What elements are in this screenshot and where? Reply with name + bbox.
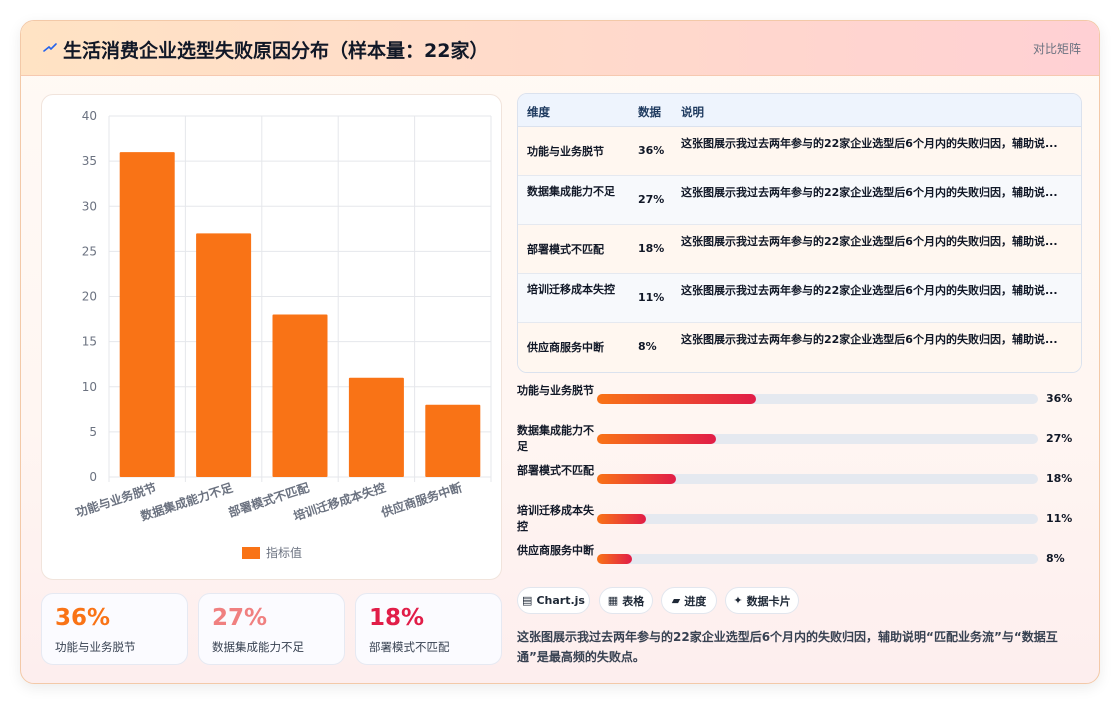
bar [272,314,328,477]
table-row: 数据集成能力不足 27% 这张图展示我过去两年参与的22家企业选型后6个月内的失… [518,176,1081,225]
cell-dimension: 供应商服务中断 [527,341,604,354]
table-header: 维度 数据 说明 [518,94,1081,127]
y-tick-label: 5 [89,425,97,439]
progress-value: 18% [1046,472,1073,485]
bar [425,404,481,477]
progress-track [597,554,1038,564]
table-row: 培训迁移成本失控 11% 这张图展示我过去两年参与的22家企业选型后6个月内的失… [518,274,1081,323]
cell-description: 这张图展示我过去两年参与的22家企业选型后6个月内的失败归因，辅助说... [681,186,1058,199]
progress-label: 供应商服务中断 [517,544,594,557]
chip-label: 进度 [684,594,707,608]
legend-label: 指标值 [266,545,302,560]
sparkle-icon: ✦ [733,594,743,607]
chip-data-card[interactable]: ✦ 数据卡片 [725,587,799,614]
y-tick-label: 20 [82,290,97,304]
progress-label: 数据集成能力不足 [517,424,594,453]
progress-row: 部署模式不匹配 18% [517,463,1082,499]
kpi-value: 18% [369,605,425,631]
progress-value: 27% [1046,432,1073,445]
cell-description: 这张图展示我过去两年参与的22家企业选型后6个月内的失败归因，辅助说... [681,235,1058,248]
sparkle-icon [43,43,57,52]
y-tick-label: 25 [82,244,97,258]
progress-label: 培训迁移成本失控 [517,504,594,533]
table-row: 功能与业务脱节 36% 这张图展示我过去两年参与的22家企业选型后6个月内的失败… [518,127,1081,176]
y-tick-label: 15 [82,335,97,349]
chip-table[interactable]: ▦ 表格 [599,587,653,614]
kpi-value: 27% [212,605,268,631]
progress-value: 36% [1046,392,1073,405]
progress-fill [597,474,677,484]
table-row: 部署模式不匹配 18% 这张图展示我过去两年参与的22家企业选型后6个月内的失败… [518,225,1081,274]
kpi-label: 功能与业务脱节 [55,640,136,654]
progress-value: 8% [1046,552,1065,565]
cell-value: 8% [638,340,657,353]
bar-chart-panel: 0 5 10 15 20 25 30 35 40 功能与业务脱节 数据集成能力不足 部署模式不匹配 培训… [41,94,502,580]
kpi-value: 36% [55,605,111,631]
chart-description: 这张图展示我过去两年参与的22家企业选型后6个月内的失败归因，辅助说明“匹配业务… [517,630,1058,664]
progress-fill [597,554,633,564]
cell-value: 18% [638,242,665,255]
progress-track [597,394,1038,404]
bar [119,152,175,477]
bar-chart: 0510152025303540功能与业务脱节数据集成能力不足部署模式不匹配培训… [74,109,492,560]
cell-description: 这张图展示我过去两年参与的22家企业选型后6个月内的失败归因，辅助说... [681,137,1058,150]
progress-label: 部署模式不匹配 [517,464,594,477]
cell-dimension: 培训迁移成本失控 [527,283,615,296]
cell-value: 36% [638,144,665,157]
cell-description: 这张图展示我过去两年参与的22家企业选型后6个月内的失败归因，辅助说... [681,333,1058,346]
kpi-label: 数据集成能力不足 [212,640,304,654]
page-title: 生活消费企业选型失败原因分布（样本量：22家） [63,40,489,62]
y-tick-label: 30 [82,199,97,213]
card-header: 生活消费企业选型失败原因分布（样本量：22家） 对比矩阵 [21,21,1099,76]
progress-fill [597,434,717,444]
progress-label: 功能与业务脱节 [517,384,594,397]
kpi-label: 部署模式不匹配 [369,640,450,654]
progress-row: 功能与业务脱节 36% [517,383,1082,419]
column-header-dimension: 维度 [527,105,550,119]
x-tick-label: 供应商服务中断 [378,480,463,521]
kpi-card: 27% 数据集成能力不足 [198,593,345,665]
cell-dimension: 部署模式不匹配 [527,243,604,256]
chip-progress[interactable]: ▰ 进度 [661,587,717,614]
y-tick-label: 40 [82,109,97,123]
compare-matrix-link[interactable]: 对比矩阵 [1032,42,1081,56]
cell-value: 11% [638,291,665,304]
progress-icon: ▰ [671,594,681,607]
chart-icon: ▤ [522,594,533,607]
progress-track [597,514,1038,524]
y-tick-label: 35 [82,154,97,168]
bar [348,377,404,477]
progress-value: 11% [1046,512,1073,525]
progress-track [597,434,1038,444]
y-tick-label: 0 [89,470,97,484]
chip-label: 数据卡片 [746,594,791,608]
progress-row: 培训迁移成本失控 11% [517,503,1082,539]
progress-row: 数据集成能力不足 27% [517,423,1082,459]
progress-fill [597,394,756,404]
cell-dimension: 数据集成能力不足 [527,185,615,198]
cell-description: 这张图展示我过去两年参与的22家企业选型后6个月内的失败归因，辅助说... [681,284,1058,297]
chip-chartjs[interactable]: ▤ Chart.js [517,587,590,614]
progress-row: 供应商服务中断 8% [517,543,1082,579]
chip-label: Chart.js [536,594,585,607]
progress-track [597,474,1038,484]
kpi-card: 36% 功能与业务脱节 [41,593,188,665]
y-tick-label: 10 [82,380,97,394]
table-row: 供应商服务中断 8% 这张图展示我过去两年参与的22家企业选型后6个月内的失败归… [518,323,1081,372]
data-table: 维度 数据 说明 功能与业务脱节 36% 这张图展示我过去两年参与的22家企业选… [517,93,1082,373]
column-header-description: 说明 [681,105,704,119]
bar [196,233,252,477]
chip-label: 表格 [622,594,645,608]
dashboard-card: 生活消费企业选型失败原因分布（样本量：22家） 对比矩阵 0 5 10 15 20 25 3… [20,20,1100,684]
cell-value: 27% [638,193,665,206]
cell-dimension: 功能与业务脱节 [527,145,604,158]
column-header-data: 数据 [638,105,661,119]
legend-swatch [242,547,260,559]
progress-fill [597,514,646,524]
kpi-card: 18% 部署模式不匹配 [355,593,502,665]
table-icon: ▦ [607,594,619,607]
